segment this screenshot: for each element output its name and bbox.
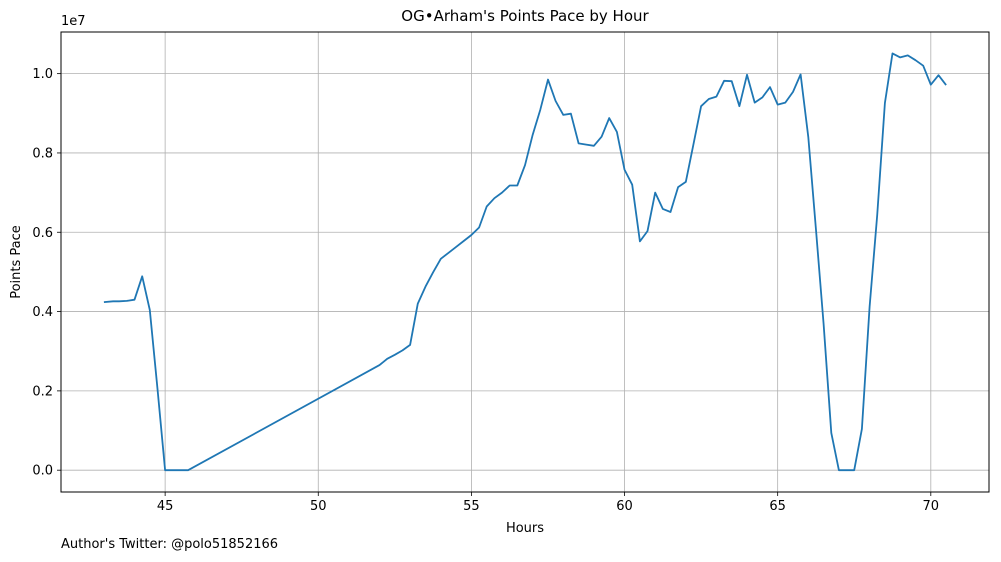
y-axis-multiplier: 1e7 <box>61 14 86 29</box>
x-tick-label: 60 <box>616 499 633 514</box>
y-tick-label: 0.6 <box>32 226 53 241</box>
x-tick-label: 50 <box>310 499 327 514</box>
x-tick-label: 45 <box>157 499 174 514</box>
chart-title: OG•Arham's Points Pace by Hour <box>401 7 649 25</box>
x-axis-ticks: 45 50 55 60 65 70 <box>157 492 939 514</box>
x-axis-label: Hours <box>506 521 544 536</box>
author-credit: Author's Twitter: @polo51852166 <box>61 537 279 552</box>
y-tick-label: 0.4 <box>32 305 53 320</box>
x-tick-label: 55 <box>463 499 480 514</box>
data-points <box>104 53 946 470</box>
y-tick-label: 0.8 <box>32 146 53 161</box>
y-tick-label: 1.0 <box>32 67 53 82</box>
y-axis-label: Points Pace <box>9 225 24 299</box>
y-tick-label: 0.2 <box>32 384 53 399</box>
y-axis-ticks: 0.0 0.2 0.4 0.6 0.8 1.0 <box>32 67 61 479</box>
plot-frame <box>60 31 990 493</box>
x-tick-label: 65 <box>769 499 786 514</box>
series-line-points-pace <box>103 52 947 472</box>
y-tick-label: 0.0 <box>32 464 53 479</box>
x-tick-label: 70 <box>923 499 940 514</box>
grid-lines <box>61 32 989 492</box>
